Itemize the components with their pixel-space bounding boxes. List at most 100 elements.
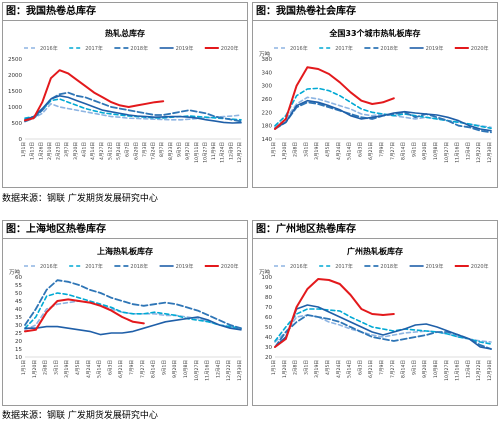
chart-title: 热轧总库存 [105,28,145,38]
y-tick-label: 500 [12,121,23,127]
series-line-2018年 [274,314,492,350]
legend-label: 2020年 [471,45,489,52]
y-tick-label: 40 [15,307,22,313]
y-tick-label: 260 [262,97,273,103]
y-tick-label: 1000 [8,105,22,111]
legend-label: 2018年 [380,263,398,270]
x-tick-label: 2月8日 [43,360,49,375]
legend-label: 2017年 [85,45,103,52]
x-tick-label: 6月7日 [125,142,131,157]
y-tick-label: 140 [262,137,273,143]
x-tick-label: 1月1日 [21,142,27,157]
x-tick-label: 1月1日 [21,360,27,375]
x-tick-label: 11月24日 [220,142,226,163]
x-tick-label: 4月5日 [325,360,331,375]
y-axis-unit: 万吨 [259,268,271,276]
x-tick-label: 4月14日 [90,142,96,160]
figure-label: 图：我国热卷社会库存 [253,3,497,21]
panel-guangzhou-inventory: 图：广州地区热卷库存 广州热轧板库存 2016年 2017年 2018年 2019年 20… [252,220,498,406]
x-tick-label: 1月20日 [32,360,38,378]
x-tick-label: 2月8日 [293,360,299,375]
x-tick-label: 9月1日 [161,360,167,375]
legend-label: 2019年 [426,45,444,52]
y-tick-label: 30 [265,345,272,351]
x-tick-label: 9月27日 [185,142,191,160]
x-tick-label: 4月27日 [99,142,105,160]
x-tick-label: 3月1日 [303,360,309,375]
y-tick-label: 45 [15,299,22,305]
x-tick-label: 12月22日 [476,360,482,381]
x-tick-label: 12月30日 [487,142,493,163]
x-tick-label: 8月7日 [159,142,165,157]
x-tick-label: 12月22日 [226,360,232,381]
x-tick-label: 10月8日 [433,142,439,160]
x-tick-label: 1月26日 [38,142,44,160]
y-tick-label: 80 [265,295,272,301]
series-line-2019年 [274,304,492,350]
x-tick-label: 3月7日 [64,142,70,157]
x-tick-label: 3月1日 [303,142,309,157]
series-line-2018年 [24,91,242,123]
legend-label: 2019年 [176,45,194,52]
x-tick-label: 9月5日 [177,142,183,157]
legend-label: 2017年 [85,263,103,270]
y-tick-label: 40 [265,335,272,341]
x-tick-label: 3月19日 [314,360,320,378]
x-tick-label: 12月30日 [237,360,243,381]
x-tick-label: 5月14日 [347,360,353,378]
legend-label: 2018年 [380,45,398,52]
y-tick-label: 2000 [8,73,22,79]
y-tick-label: 70 [265,305,272,311]
series-line-2017年 [24,292,242,329]
x-tick-label: 9月1日 [411,360,417,375]
x-tick-label: 10月8日 [183,360,189,378]
x-tick-label: 7月9日 [379,360,385,375]
y-tick-label: 30 [15,323,22,329]
y-tick-label: 15 [15,347,22,353]
x-tick-label: 11月16日 [455,360,461,381]
x-tick-label: 8月14日 [401,142,407,160]
series-line-2020年 [274,66,395,130]
x-tick-label: 12月4日 [465,142,471,160]
legend-label: 2018年 [130,263,148,270]
x-tick-label: 3月19日 [64,360,70,378]
figure-label: 图：上海地区热卷库存 [3,221,247,239]
x-tick-label: 3月1日 [53,360,59,375]
x-tick-label: 12月9日 [228,142,234,160]
x-tick-label: 5月24日 [116,142,122,160]
x-tick-label: 7月9日 [379,142,385,157]
series-line-2018年 [24,279,242,330]
y-tick-label: 1500 [8,89,22,95]
x-tick-label: 9月20日 [172,360,178,378]
x-tick-label: 10月8日 [433,360,439,378]
y-tick-label: 2500 [8,57,22,63]
legend-label: 2016年 [40,263,58,270]
y-tick-label: 0 [19,137,23,143]
x-tick-label: 6月20日 [133,142,139,160]
legend-label: 2020年 [221,263,239,270]
x-tick-label: 7月27日 [140,360,146,378]
x-tick-label: 10月27日 [444,142,450,163]
x-tick-label: 4月24日 [336,360,342,378]
series-line-2020年 [24,298,145,333]
x-tick-label: 6月3日 [357,142,363,157]
x-tick-label: 11月16日 [455,142,461,163]
x-tick-label: 10月27日 [202,142,208,163]
y-tick-label: 340 [262,70,273,76]
x-tick-label: 7月3日 [142,142,148,157]
x-tick-label: 2月8日 [293,142,299,157]
series-line-2017年 [24,98,242,121]
chart-title: 广州热轧板库存 [347,246,403,256]
x-tick-label: 7月24日 [151,142,157,160]
legend-label: 2016年 [290,263,308,270]
x-tick-label: 6月21日 [368,142,374,160]
series-line-2020年 [24,69,165,122]
y-tick-label: 100 [262,275,273,281]
y-tick-label: 50 [265,325,272,331]
legend-label: 2018年 [130,45,148,52]
y-tick-label: 300 [262,84,273,90]
x-tick-label: 3月20日 [73,142,79,160]
x-tick-label: 1月1日 [271,360,277,375]
